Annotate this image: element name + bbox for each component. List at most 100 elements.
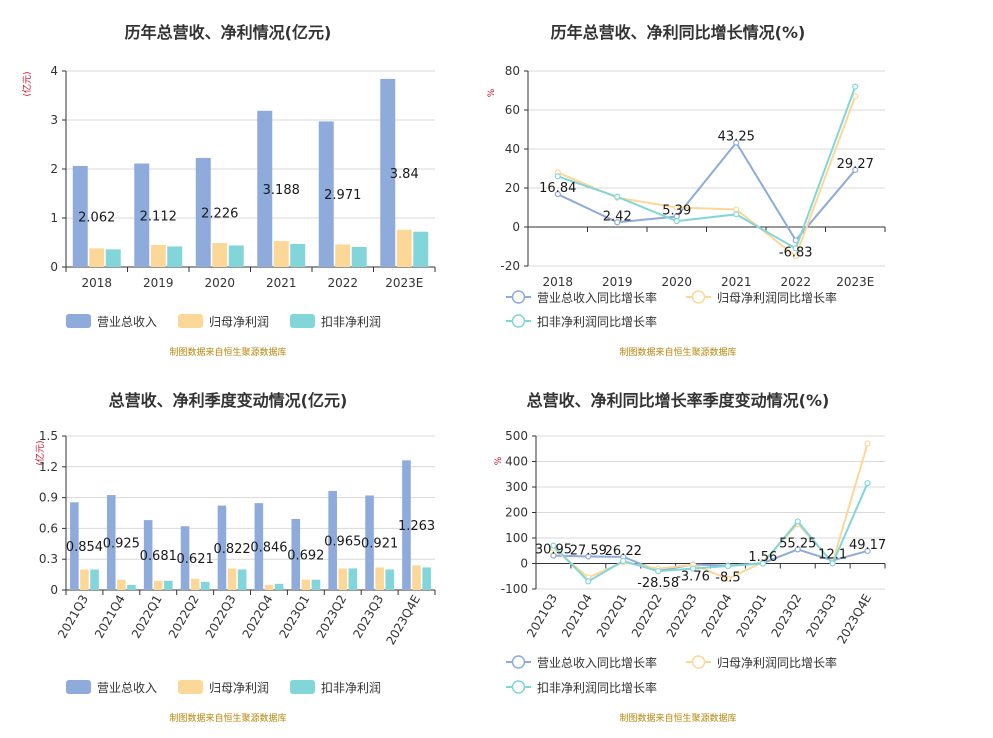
- data-point: [794, 546, 801, 553]
- x-tick-label: 2021: [721, 275, 752, 289]
- source-note: 制图数据来自恒生聚源数据库: [169, 712, 286, 724]
- bar-revenue: [70, 502, 79, 590]
- bar-revenue: [195, 157, 211, 267]
- data-label: 3.84: [390, 167, 419, 182]
- legend-label: 归母净利润同比增长率: [717, 655, 837, 670]
- legend-label: 扣非净利润: [321, 681, 381, 695]
- annual-values-panel: 历年总营收、净利情况(亿元) (亿元) 0 1 2 3 4 2018 2019 2020 2021 2…: [0, 0, 496, 369]
- x-tick-label: 2023Q4E: [383, 593, 423, 648]
- data-label: 1.263: [398, 519, 435, 534]
- data-point: [794, 518, 801, 525]
- legend-swatch: [178, 680, 203, 694]
- bar-parent-profit: [396, 229, 412, 267]
- quarterly-growth-chart: 总营收、净利同比增长率季度变动情况(%)% -100 0 100 200 300 400 50…: [494, 391, 886, 724]
- y-tick-label: 100: [505, 531, 528, 545]
- legend-swatch: [66, 314, 91, 328]
- annual-growth-panel: 历年总营收、净利同比增长情况(%)% -20 0 20 40 60 80 2018 2019 20…: [470, 0, 966, 369]
- bar-parent-profit: [335, 244, 351, 267]
- data-point: [655, 568, 662, 575]
- x-tick-label: 2018: [542, 275, 573, 289]
- data-point: [829, 560, 836, 567]
- x-tick-label: 2022Q4: [240, 593, 276, 641]
- y-tick-label: 400: [505, 455, 528, 469]
- data-label: -28.58: [637, 576, 679, 591]
- legend-label: 营业总收入同比增长率: [537, 290, 657, 305]
- data-label: 55.25: [779, 536, 816, 551]
- data-label: 12.1: [818, 547, 847, 562]
- legend-swatch: [290, 314, 315, 328]
- bar-revenue: [72, 165, 88, 267]
- y-tick-label: 1.2: [39, 460, 58, 474]
- bar-parent-profit: [212, 242, 228, 267]
- data-label: 29.27: [837, 157, 874, 172]
- x-tick-label: 2023Q3: [803, 592, 839, 640]
- x-tick-label: 2023Q1: [277, 593, 313, 641]
- series-line-deducted-profit-growth: [552, 482, 869, 583]
- bar-parent-profit: [338, 568, 348, 590]
- y-tick-label: 0.6: [39, 521, 58, 535]
- bar-revenue: [217, 505, 227, 590]
- legend-marker: [511, 314, 526, 328]
- bar-deducted-profit: [127, 584, 136, 590]
- x-tick-label: 2022Q3: [664, 592, 700, 640]
- data-label: 0.822: [213, 542, 250, 557]
- data-label: 0.692: [287, 548, 324, 563]
- data-point: [724, 575, 732, 582]
- data-point: [673, 204, 680, 211]
- bar-deducted-profit: [237, 569, 247, 590]
- x-tick-label: 2022Q3: [203, 593, 239, 641]
- bar-deducted-profit: [385, 569, 395, 590]
- bar-revenue: [257, 110, 273, 268]
- bar-parent-profit: [375, 567, 384, 590]
- data-label: 27.59: [570, 543, 607, 558]
- bar-deducted-profit: [348, 568, 358, 590]
- data-label: 49.17: [849, 538, 886, 553]
- source-note: 制图数据来自恒生聚源数据库: [619, 712, 736, 724]
- data-label: 2.062: [78, 210, 115, 225]
- y-tick-label: 200: [505, 506, 528, 520]
- x-tick-label: 2022Q2: [166, 593, 202, 641]
- data-label: 2.42: [603, 209, 632, 224]
- x-tick-label: 2020: [661, 275, 692, 289]
- data-point: [585, 553, 592, 560]
- x-tick-label: 2022Q2: [629, 592, 665, 640]
- data-point: [852, 166, 859, 174]
- data-point: [673, 218, 680, 225]
- y-axis-unit-label: %: [494, 456, 504, 465]
- data-point: [614, 219, 621, 226]
- quarterly-values-panel: 总营收、净利季度变动情况(亿元) (亿元) 0 0.3 0.6 0.9 1.2 1.5 2021…: [0, 369, 496, 738]
- data-label: 3.188: [263, 183, 300, 198]
- annual-values-chart: 历年总营收、净利情况(亿元) (亿元) 0 1 2 3 4 2018 2019 2020 2021 2…: [21, 23, 436, 358]
- y-tick-label: 0.9: [39, 491, 58, 505]
- legend-label: 归母净利润: [209, 315, 269, 329]
- quarterly-growth-panel: 总营收、净利同比增长率季度变动情况(%)% -100 0 100 200 300 400 50…: [470, 369, 966, 738]
- data-label: 1.56: [748, 550, 777, 565]
- data-point: [620, 557, 627, 565]
- y-tick-label: 60: [505, 103, 520, 117]
- legend-marker: [691, 655, 706, 669]
- bar-deducted-profit: [274, 583, 284, 590]
- data-point: [550, 542, 557, 549]
- legend-marker: [691, 290, 706, 304]
- bar-parent-profit: [264, 584, 274, 590]
- bar-revenue: [365, 495, 374, 590]
- data-point: [689, 565, 697, 572]
- y-tick-label: 500: [505, 429, 528, 443]
- bar-deducted-profit: [351, 246, 367, 267]
- x-tick-label: 2022Q4: [699, 592, 735, 640]
- bar-parent-profit: [301, 579, 311, 590]
- x-tick-label: 2023Q1: [734, 592, 770, 640]
- data-label: 5.39: [662, 203, 691, 218]
- y-tick-label: -20: [500, 259, 520, 273]
- data-label: 0.854: [66, 540, 103, 555]
- bar-revenue: [180, 526, 190, 590]
- x-tick-label: 2021Q3: [55, 593, 91, 641]
- x-tick-label: 2019: [143, 276, 174, 290]
- data-point: [724, 562, 732, 570]
- data-point: [792, 245, 799, 252]
- bar-revenue: [380, 78, 396, 267]
- bar-deducted-profit: [422, 567, 431, 590]
- data-point: [554, 191, 561, 198]
- series-line-deducted-profit-growth: [557, 86, 857, 250]
